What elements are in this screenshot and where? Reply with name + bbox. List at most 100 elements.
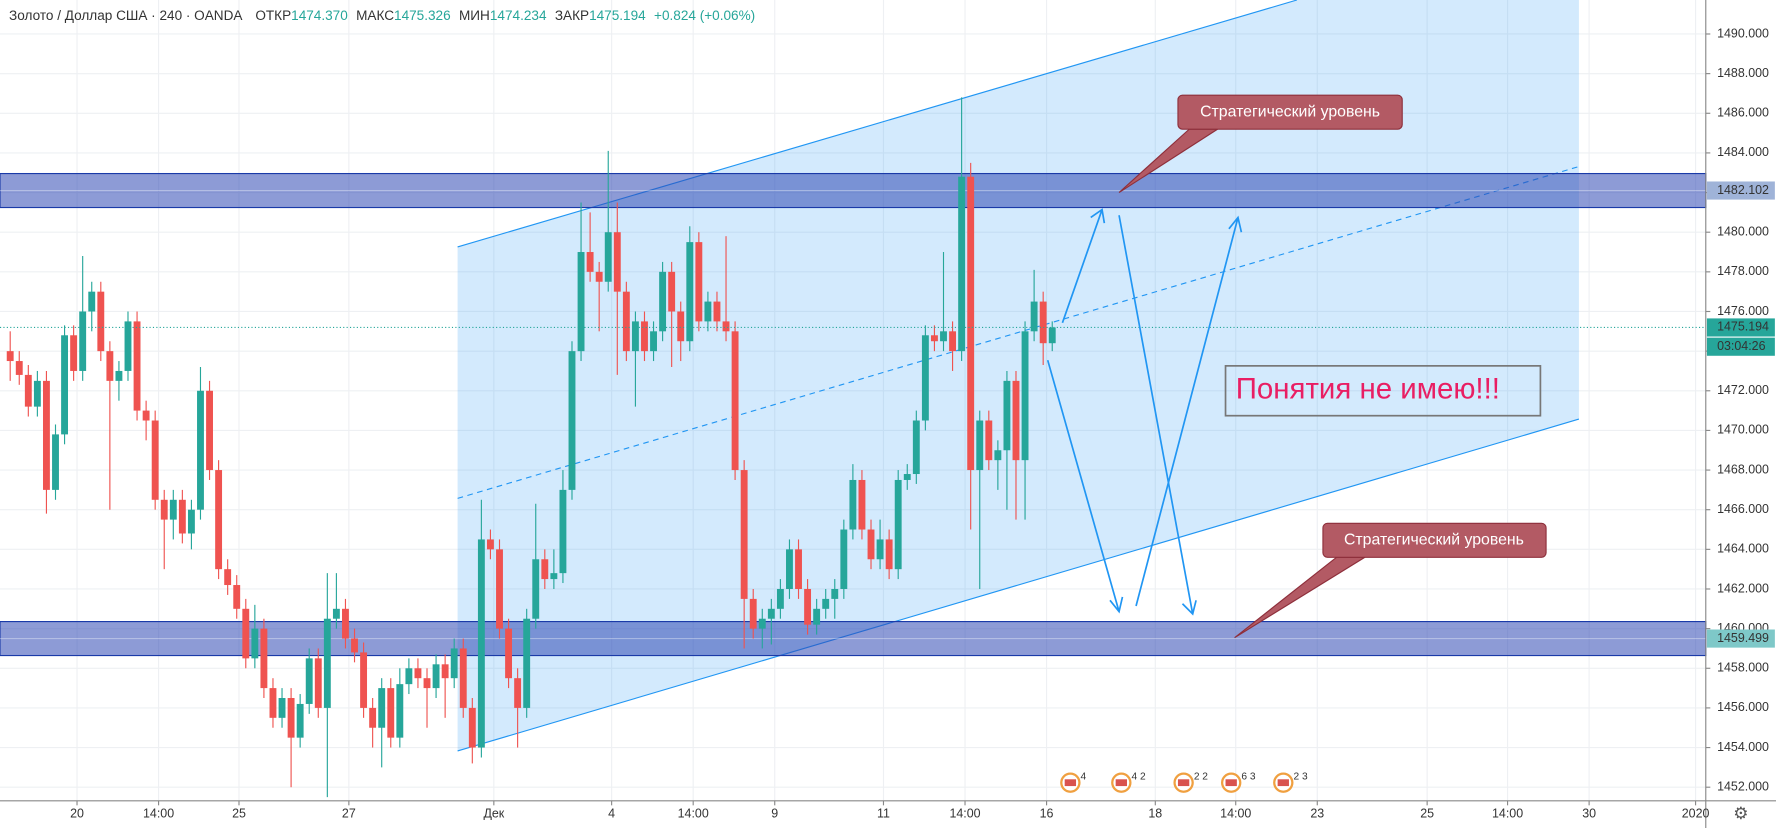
candle-body — [142, 410, 150, 421]
ohlc-label: МАКС — [356, 7, 394, 22]
note-text: Понятия не имею!!! — [1236, 373, 1500, 406]
candle-body — [505, 628, 513, 679]
arrows — [1046, 208, 1243, 616]
candle-body — [559, 489, 567, 574]
y-tick-label: 1472.000 — [1717, 383, 1769, 397]
candle-body — [523, 618, 531, 708]
candle-body — [822, 598, 830, 609]
level-label: 1459.499 — [1717, 631, 1769, 645]
last-price-box — [1706, 318, 1775, 337]
candle-body — [713, 301, 721, 322]
candle-body — [133, 321, 141, 411]
level-label: 1482.102 — [1717, 183, 1769, 197]
ohlc-value: 1475.326 — [394, 7, 451, 22]
x-tick-label: 4 — [608, 807, 615, 821]
event-count: 2 2 — [1194, 772, 1208, 783]
callout-text: Стратегический уровень — [1344, 531, 1524, 548]
candle-body — [160, 499, 168, 520]
channel-lower — [457, 418, 1580, 752]
candle-body — [269, 688, 277, 718]
callout-box — [1322, 522, 1547, 558]
candle-body — [604, 232, 612, 282]
events: 4 4 2 2 2 6 3 2 3 — [1060, 772, 1308, 793]
candle-body — [849, 479, 857, 530]
candle-body — [595, 271, 603, 282]
change: +0.824 (+0.06%) — [654, 7, 755, 22]
candle-body — [722, 321, 730, 332]
candle-body — [1039, 301, 1047, 344]
candle-body — [251, 628, 259, 659]
candle-body — [450, 648, 458, 679]
candle-body — [912, 420, 920, 475]
last-price-label: 1475.194 — [1717, 320, 1769, 334]
event-count: 6 3 — [1241, 772, 1255, 783]
y-tick-label: 1454.000 — [1717, 740, 1769, 754]
x-tick-label: 25 — [232, 807, 246, 821]
candle-body — [106, 351, 114, 381]
candle-body — [786, 549, 793, 589]
candle-body — [314, 658, 322, 708]
candle-body — [405, 668, 413, 685]
candle-body — [930, 335, 938, 342]
candle-body — [215, 470, 223, 570]
channel-middle — [457, 165, 1580, 499]
candle-body — [758, 618, 766, 629]
candle-body — [550, 573, 558, 580]
candle-body — [432, 664, 440, 689]
x-tick-label: 16 — [1040, 807, 1054, 821]
candle-body — [151, 420, 159, 500]
candle-body — [1030, 301, 1038, 332]
candle-body — [885, 539, 893, 570]
candle-body — [867, 529, 875, 560]
ohlc-label: ОТКР — [255, 7, 291, 22]
countdown-box — [1706, 337, 1775, 356]
candle-body — [677, 311, 685, 342]
ohlc-label: МИН — [459, 7, 490, 22]
candle-body — [42, 380, 50, 490]
candle-body — [233, 585, 241, 609]
event-flag — [1064, 779, 1077, 787]
candle-body — [88, 291, 96, 312]
candle-body — [169, 499, 177, 520]
candle-body — [459, 648, 467, 708]
candle-body — [921, 335, 929, 421]
candle-body — [115, 370, 123, 381]
candle-body — [178, 499, 186, 534]
candle-body — [79, 311, 87, 371]
x-tick-label: 14:00 — [1220, 807, 1251, 821]
candle-body — [749, 598, 757, 629]
candle-body — [242, 608, 250, 659]
y-tick-label: 1480.000 — [1717, 224, 1769, 238]
candle-body — [423, 678, 431, 689]
callout-box — [1177, 94, 1403, 130]
candle-body — [622, 291, 630, 352]
candle-body — [468, 707, 476, 748]
candle-body — [206, 390, 213, 471]
settings-icon[interactable]: ⚙ — [1733, 804, 1748, 823]
candle-body — [15, 361, 23, 375]
x-tick-label: 2020 — [1682, 807, 1710, 821]
candle-body — [532, 559, 540, 619]
candle-body — [477, 539, 485, 748]
level-zone — [0, 621, 1707, 657]
candle-body — [586, 252, 594, 272]
candle-body — [858, 479, 866, 530]
candle-body — [342, 608, 349, 639]
candle-body — [958, 176, 966, 352]
x-tick-label: 14:00 — [678, 807, 709, 821]
candle-body — [224, 569, 232, 586]
candle-body — [577, 252, 585, 352]
event-flag — [1177, 779, 1190, 787]
y-tick-label: 1486.000 — [1717, 106, 1769, 120]
symbol: Золото / Доллар США · 240 · OANDA — [9, 7, 243, 22]
arrow — [1046, 359, 1124, 614]
candle-body — [441, 664, 449, 679]
candle-body — [351, 638, 358, 653]
candle-body — [940, 331, 947, 342]
event-flag — [1277, 779, 1289, 787]
candle-body — [1003, 380, 1011, 451]
candle-body — [360, 652, 368, 708]
y-tick-label: 1458.000 — [1717, 661, 1769, 675]
countdown: 03:04:26 — [1717, 339, 1765, 353]
